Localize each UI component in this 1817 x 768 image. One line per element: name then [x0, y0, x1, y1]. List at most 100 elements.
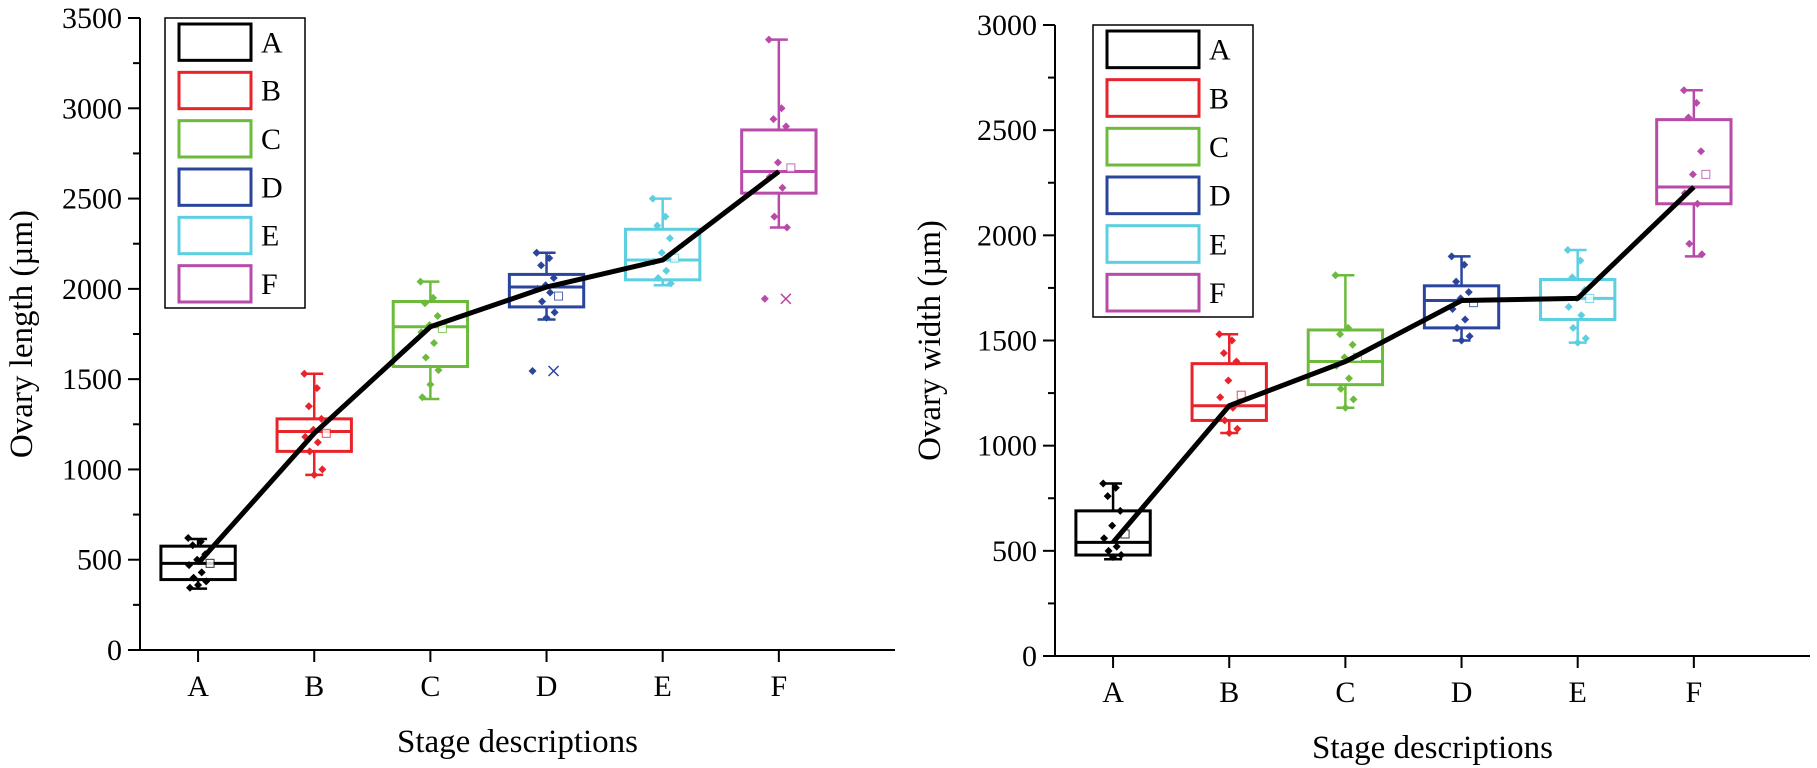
mean-marker [1701, 169, 1711, 179]
data-point [1576, 256, 1585, 265]
data-point [770, 212, 779, 221]
box-B [275, 369, 353, 479]
x-tick-label: B [1219, 676, 1239, 709]
data-point [184, 534, 193, 543]
legend-label-A: A [261, 26, 283, 59]
data-point [317, 414, 326, 423]
data-point [189, 573, 198, 582]
box-body [1074, 509, 1152, 557]
data-point [1568, 273, 1577, 282]
legend-swatch-A [1105, 29, 1201, 70]
legend-label-B: B [261, 75, 281, 108]
data-point [778, 183, 787, 192]
mean-marker [554, 291, 564, 301]
data-point [769, 115, 778, 124]
box-body [275, 417, 353, 453]
legend-swatch-A [177, 22, 253, 62]
data-point [300, 369, 309, 378]
data-point [653, 221, 662, 230]
data-point [542, 313, 551, 322]
legend-swatch-F [1105, 272, 1201, 313]
legend-swatch-D [1105, 175, 1201, 216]
data-point [1099, 479, 1108, 488]
y-tick-label: 1500 [62, 363, 122, 396]
data-point [782, 223, 791, 232]
box-body [391, 299, 470, 369]
data-point [1224, 376, 1233, 385]
x-axis-title: Stage descriptions [397, 724, 638, 760]
data-point [421, 353, 430, 362]
x-tick-label: A [1102, 676, 1124, 709]
data-point [1215, 330, 1224, 339]
data-point [1116, 506, 1125, 515]
data-point [1464, 288, 1473, 297]
x-tick-label: E [654, 670, 672, 703]
data-point [313, 438, 322, 447]
data-point [1344, 374, 1353, 383]
data-point [196, 537, 205, 546]
data-point [545, 254, 554, 263]
legend-swatch-B [177, 70, 253, 111]
data-point [1577, 311, 1586, 320]
data-point [1452, 277, 1461, 286]
data-point [1341, 403, 1350, 412]
trend-line [1111, 185, 1696, 545]
y-tick-label: 500 [992, 535, 1037, 568]
data-point [1697, 147, 1706, 156]
data-point [666, 279, 675, 288]
data-point [429, 293, 438, 302]
data-point [1569, 323, 1578, 332]
y-tick-label: 3500 [62, 2, 122, 35]
box-C [391, 277, 470, 402]
box-body [1422, 284, 1501, 330]
y-tick-label: 1000 [62, 453, 122, 486]
y-tick-label: 0 [107, 634, 122, 667]
y-tick-label: 2500 [62, 183, 122, 216]
y-tick-label: 0 [1022, 640, 1037, 673]
box-C [1306, 271, 1385, 412]
legend-label-F: F [261, 268, 278, 301]
box-body [1306, 328, 1385, 387]
data-point [1349, 395, 1358, 404]
data-point [549, 274, 558, 283]
data-point [550, 308, 559, 317]
data-point [304, 402, 313, 411]
x-tick-label: D [536, 670, 558, 703]
data-point [1100, 534, 1109, 543]
data-point [1220, 416, 1229, 425]
data-point [1348, 340, 1357, 349]
legend-label-E: E [261, 220, 279, 253]
data-point [188, 541, 197, 550]
legend-frame [164, 17, 306, 309]
data-point [420, 299, 429, 308]
x-tick-label: B [304, 670, 324, 703]
box-body [624, 227, 702, 282]
data-point [1457, 336, 1466, 345]
data-point [185, 561, 194, 570]
data-point [1103, 492, 1112, 501]
data-point [1581, 334, 1590, 343]
box-D [507, 248, 586, 377]
data-point [1461, 315, 1470, 324]
data-point [1219, 349, 1228, 358]
mean-marker [1585, 293, 1595, 303]
mean-marker [786, 163, 796, 173]
x-tick-label: C [1335, 676, 1355, 709]
data-point [1573, 338, 1582, 347]
y-tick-label: 1500 [977, 325, 1037, 358]
box-B [1190, 330, 1268, 438]
data-point [1104, 546, 1113, 555]
data-point [1697, 250, 1706, 259]
outlier-point [528, 367, 537, 376]
data-point [1233, 424, 1242, 433]
data-point [1684, 113, 1693, 122]
data-point [318, 465, 327, 474]
mean-marker [670, 253, 680, 263]
data-point [202, 577, 211, 586]
x-tick-label: F [771, 670, 788, 703]
x-tick-label: A [187, 670, 209, 703]
legend-swatch-D [177, 167, 253, 207]
